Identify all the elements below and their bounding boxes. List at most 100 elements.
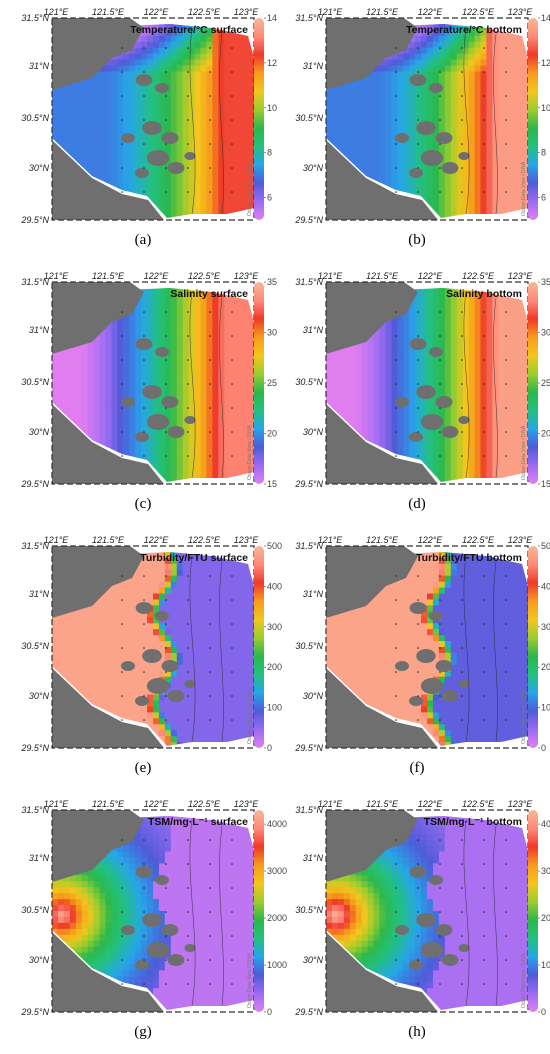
odv-watermark: Ocean Data View / DIVA xyxy=(521,425,527,480)
lat-tick-label: 31.5°N xyxy=(295,805,323,815)
map-svg-b: 121°E 121.5°E 122°E 122.5°E 123°E 31.5°N 31°N 3… xyxy=(294,7,550,225)
lon-tick-label: 121°E xyxy=(318,271,344,281)
lat-tick-label: 30.5°N xyxy=(295,641,323,651)
colorbar-tick-label: 0 xyxy=(267,743,272,753)
contour-lines xyxy=(189,819,224,1007)
lat-tick-label: 30.5°N xyxy=(295,377,323,387)
land-mass xyxy=(326,282,438,484)
lon-tick-label: 122°E xyxy=(144,535,170,545)
odv-watermark: Ocean Data View / DIVA xyxy=(247,953,253,1008)
lat-tick-label: 31.5°N xyxy=(295,13,323,23)
map-svg-h: 121°E 121.5°E 122°E 122.5°E 123°E 31.5°N 31°N 3… xyxy=(294,799,550,1017)
lat-tick-label: 31.5°N xyxy=(21,13,49,23)
colorbar-tick-label: 6 xyxy=(541,193,546,203)
lon-tick-label: 122.5°E xyxy=(188,535,221,545)
colorbar xyxy=(528,282,538,484)
lon-tick-label: 123°E xyxy=(234,535,260,545)
panel-title: Temperature/°C surface xyxy=(130,24,248,36)
map-panel-e: 121°E 121.5°E 122°E 122.5°E 123°E 31.5°N 31°N 3… xyxy=(18,532,282,753)
lat-tick-label: 29.5°N xyxy=(294,215,323,225)
map-panel-g: 121°E 121.5°E 122°E 122.5°E 123°E 31.5°N 31°N 3… xyxy=(18,796,287,1017)
station-dots xyxy=(121,47,233,193)
lon-tick-label: 121.5°E xyxy=(92,271,125,281)
panel-title: Turbidity/FTU surface xyxy=(140,552,248,564)
colorbar-tick-label: 8 xyxy=(267,148,272,158)
panel-title: TSM/mg·L⁻¹ surface xyxy=(148,816,248,828)
lat-tick-label: 31°N xyxy=(303,61,324,71)
colorbar-tick-label: 4000 xyxy=(541,819,550,829)
colorbar-tick-label: 400 xyxy=(267,581,282,591)
station-dots xyxy=(121,575,233,721)
map-panel-d: 121°E 121.5°E 122°E 122.5°E 123°E 31.5°N 31°N 3… xyxy=(292,268,550,489)
colorbar-tick-label: 2000 xyxy=(267,913,287,923)
panel-title: Salinity surface xyxy=(170,288,248,300)
colorbar-tick-label: 20 xyxy=(267,429,277,439)
lat-tick-label: 30°N xyxy=(303,691,324,701)
colorbar-tick-label: 200 xyxy=(541,662,550,672)
colorbar-tick-label: 300 xyxy=(541,622,550,632)
lat-tick-label: 30.5°N xyxy=(21,641,49,651)
colorbar xyxy=(528,18,538,220)
lat-tick-label: 29.5°N xyxy=(294,479,323,489)
lon-tick-label: 121°E xyxy=(44,7,70,17)
lat-tick-label: 30°N xyxy=(29,955,50,965)
panel-caption: (a) xyxy=(134,232,152,248)
colorbar-tick-label: 25 xyxy=(267,378,277,388)
colorbar xyxy=(254,810,264,1012)
lon-tick-label: 121°E xyxy=(44,271,70,281)
lat-tick-label: 30.5°N xyxy=(21,113,49,123)
lat-tick-label: 29.5°N xyxy=(20,215,49,225)
colorbar-tick-label: 14 xyxy=(541,13,550,23)
lat-tick-label: 31.5°N xyxy=(295,277,323,287)
contour-lines xyxy=(463,27,498,215)
lat-tick-label: 30.5°N xyxy=(21,905,49,915)
lon-tick-label: 122°E xyxy=(418,7,444,17)
colorbar-tick-label: 500 xyxy=(541,541,550,551)
lat-tick-label: 29.5°N xyxy=(20,1007,49,1017)
colorbar-tick-label: 0 xyxy=(267,1007,272,1017)
lon-tick-label: 123°E xyxy=(508,271,534,281)
lon-tick-label: 122.5°E xyxy=(188,271,221,281)
colorbar-tick-label: 0 xyxy=(541,1007,546,1017)
panel-caption: (h) xyxy=(408,1024,426,1040)
colorbar-tick-label: 4000 xyxy=(267,819,287,829)
lat-tick-label: 30.5°N xyxy=(295,905,323,915)
lon-tick-label: 122°E xyxy=(418,535,444,545)
lon-tick-label: 122°E xyxy=(418,271,444,281)
lon-tick-label: 123°E xyxy=(508,535,534,545)
lat-tick-label: 30°N xyxy=(303,955,324,965)
odv-watermark: Ocean Data View / DIVA xyxy=(521,689,527,744)
colorbar-tick-label: 0 xyxy=(541,743,546,753)
lon-tick-label: 122°E xyxy=(144,7,170,17)
colorbar xyxy=(528,810,538,1012)
map-svg-g: 121°E 121.5°E 122°E 122.5°E 123°E 31.5°N 31°N 3… xyxy=(20,799,287,1017)
contour-lines xyxy=(463,291,498,479)
lat-tick-label: 30°N xyxy=(29,691,50,701)
lon-tick-label: 122.5°E xyxy=(462,7,495,17)
panel-title: Temperature/°C bottom xyxy=(406,24,522,36)
lat-tick-label: 30°N xyxy=(29,163,50,173)
colorbar-tick-label: 100 xyxy=(541,703,550,713)
lat-tick-label: 31°N xyxy=(29,325,50,335)
colorbar-tick-label: 35 xyxy=(541,277,550,287)
colorbar-tick-label: 35 xyxy=(267,277,277,287)
panel-title: Salinity bottom xyxy=(446,288,522,300)
colorbar-tick-label: 1000 xyxy=(541,960,550,970)
colorbar-tick-label: 15 xyxy=(267,479,277,489)
lon-tick-label: 121°E xyxy=(318,799,344,809)
colorbar-tick-label: 10 xyxy=(541,103,550,113)
colorbar-tick-label: 200 xyxy=(267,662,282,672)
colorbar-tick-label: 10 xyxy=(267,103,277,113)
lon-tick-label: 121.5°E xyxy=(366,799,399,809)
colorbar xyxy=(254,282,264,484)
lat-tick-label: 31°N xyxy=(303,325,324,335)
lon-tick-label: 122.5°E xyxy=(462,271,495,281)
colorbar-tick-label: 500 xyxy=(267,541,282,551)
lat-tick-label: 31.5°N xyxy=(295,541,323,551)
colorbar-tick-label: 20 xyxy=(541,429,550,439)
panel-title: TSM/mg·L⁻¹ bottom xyxy=(424,816,522,828)
land-mass xyxy=(52,18,164,220)
lat-tick-label: 31.5°N xyxy=(21,805,49,815)
lon-tick-label: 122.5°E xyxy=(188,7,221,17)
lon-tick-label: 122.5°E xyxy=(462,799,495,809)
